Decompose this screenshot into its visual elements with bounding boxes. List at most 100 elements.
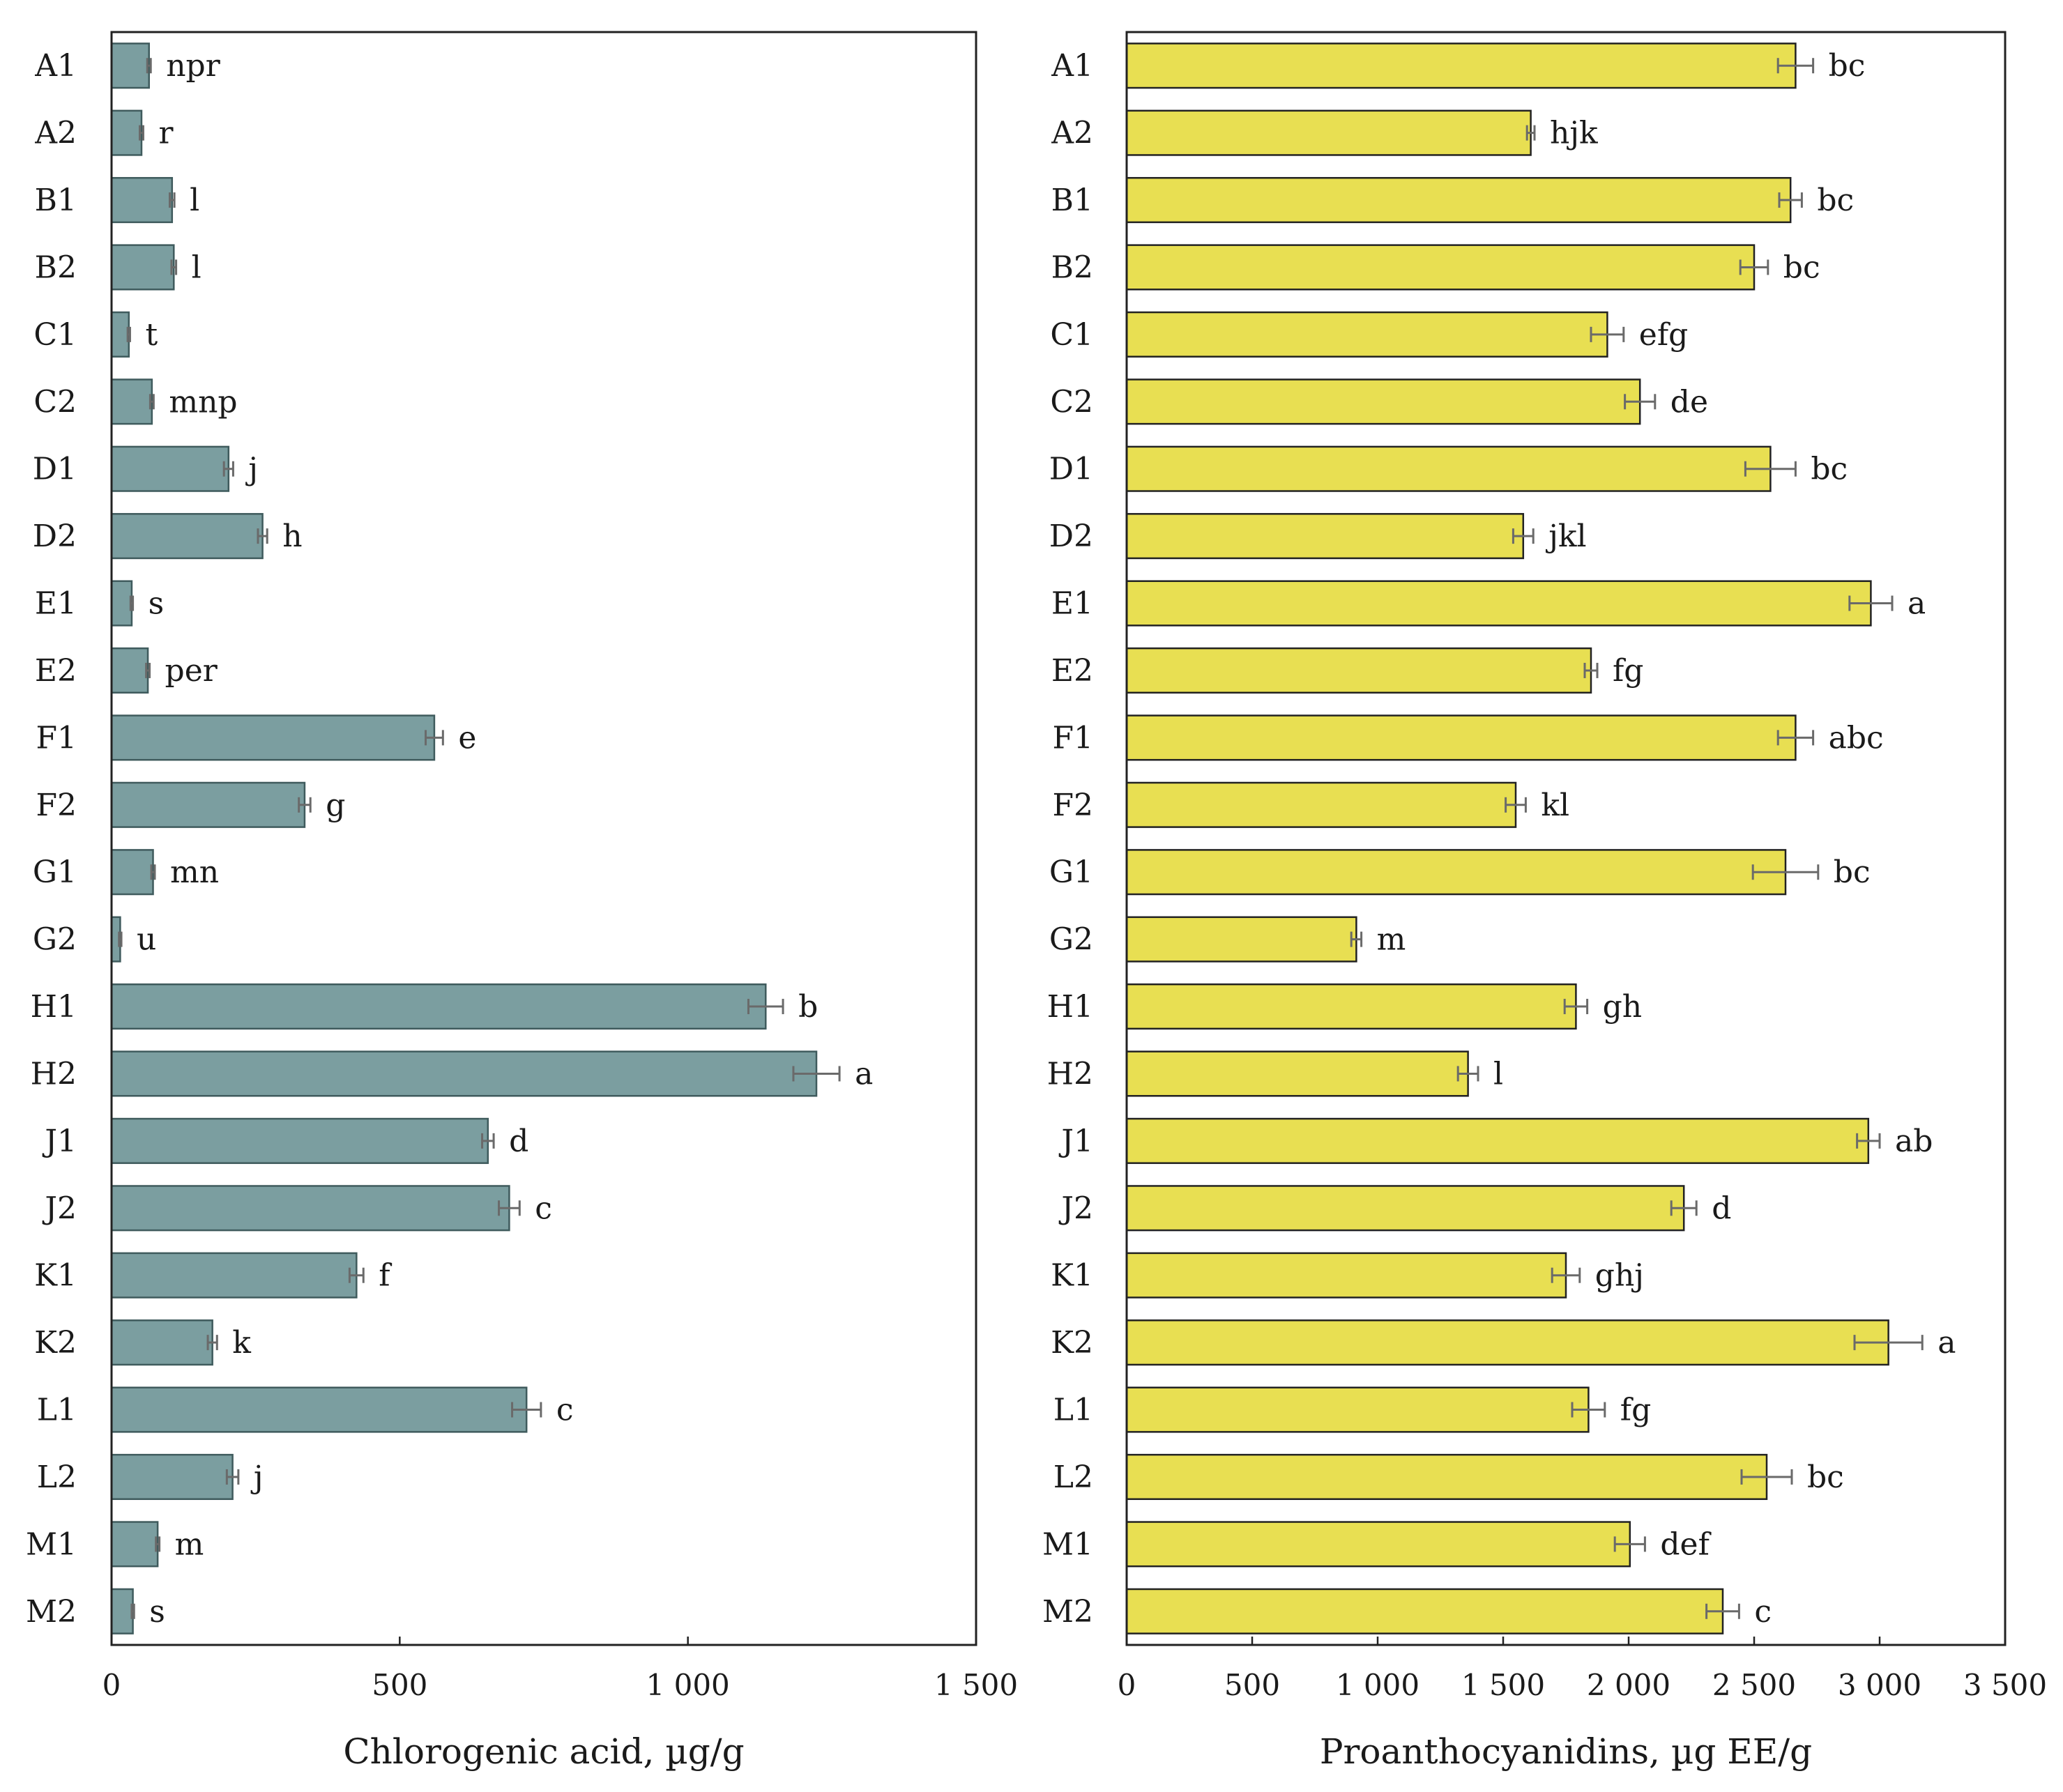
proanthocyanidins-significance-letter-J2: d (1712, 1190, 1731, 1226)
chlorogenic-errorbar-D2 (257, 528, 268, 544)
proanthocyanidins-significance-letter-L2: bc (1807, 1460, 1844, 1495)
proanthocyanidins-category-label-B2: B2 (1051, 250, 1093, 285)
proanthocyanidins-bar-M2 (1125, 1588, 1724, 1634)
chlorogenic-significance-letter-A2: r (158, 116, 174, 151)
chlorogenic-significance-letter-H1: b (798, 989, 818, 1025)
proanthocyanidins-significance-letter-M2: c (1754, 1594, 1772, 1630)
proanthocyanidins-bar-E1 (1125, 580, 1872, 627)
chlorogenic-bar-F1 (110, 714, 436, 761)
proanthocyanidins-x-tick-label: 500 (1224, 1668, 1280, 1702)
chlorogenic-bar-B1 (110, 176, 174, 224)
chlorogenic-category-label-C2: C2 (33, 384, 77, 420)
chlorogenic-significance-letter-E1: s (149, 586, 165, 622)
chlorogenic-category-label-G1: G1 (33, 855, 77, 890)
chlorogenic-errorbar-G2 (118, 931, 123, 947)
proanthocyanidins-bar-J2 (1125, 1185, 1685, 1232)
chlorogenic-significance-letter-F2: g (326, 788, 345, 823)
proanthocyanidins-errorbar-C1 (1590, 326, 1625, 342)
chlorogenic-errorbar-H1 (747, 999, 784, 1015)
chlorogenic-errorbar-K1 (348, 1267, 365, 1283)
proanthocyanidins-errorbar-J2 (1670, 1200, 1698, 1216)
chlorogenic-errorbar-M1 (155, 1536, 161, 1552)
proanthocyanidins-category-label-F1: F1 (1052, 720, 1093, 756)
chlorogenic-errorbar-D1 (222, 461, 234, 477)
proanthocyanidins-significance-letter-E1: a (1908, 586, 1926, 622)
chlorogenic-significance-letter-K2: k (232, 1325, 251, 1361)
proanthocyanidins-category-label-E1: E1 (1051, 586, 1093, 622)
proanthocyanidins-category-label-D2: D2 (1049, 519, 1093, 554)
proanthocyanidins-x-axis-title: Proanthocyanidins, µg EE/g (1320, 1731, 1812, 1772)
proanthocyanidins-bar-H1 (1125, 983, 1577, 1030)
proanthocyanidins-bar-C2 (1125, 378, 1641, 425)
chlorogenic-category-label-H2: H2 (31, 1056, 77, 1092)
proanthocyanidins-significance-letter-K1: ghj (1595, 1258, 1644, 1294)
proanthocyanidins-category-label-G2: G2 (1049, 922, 1093, 958)
proanthocyanidins-errorbar-G2 (1350, 931, 1363, 947)
proanthocyanidins-bar-D1 (1125, 445, 1772, 492)
chlorogenic-errorbar-G1 (150, 864, 156, 880)
chlorogenic-bar-F2 (110, 781, 306, 828)
proanthocyanidins-errorbar-M1 (1613, 1536, 1646, 1552)
chlorogenic-bar-K1 (110, 1252, 358, 1299)
panel-chlorogenic-acid: npr A1 r A2 l B1 l B2 t C1 mnp C2 j D1 h D2 s E1 per E2 e F1 g… (26, 31, 1018, 1772)
chlorogenic-significance-letter-D2: h (282, 519, 302, 554)
chlorogenic-significance-letter-B2: l (192, 250, 201, 285)
proanthocyanidins-category-label-M1: M1 (1042, 1526, 1093, 1562)
proanthocyanidins-category-label-E2: E2 (1051, 653, 1093, 689)
proanthocyanidins-bar-M1 (1125, 1521, 1631, 1568)
chlorogenic-errorbar-C1 (126, 326, 131, 342)
chlorogenic-significance-letter-B1: l (190, 183, 199, 218)
proanthocyanidins-significance-letter-A2: hjk (1550, 116, 1598, 151)
chlorogenic-category-label-H1: H1 (31, 989, 77, 1025)
chlorogenic-significance-letter-G1: mn (170, 855, 219, 890)
proanthocyanidins-bar-K1 (1125, 1252, 1567, 1299)
proanthocyanidins-errorbar-A1 (1776, 58, 1815, 74)
proanthocyanidins-significance-letter-H1: gh (1603, 989, 1643, 1025)
chlorogenic-errorbar-H2 (792, 1066, 841, 1082)
proanthocyanidins-category-label-L2: L2 (1053, 1460, 1093, 1495)
chlorogenic-category-label-G2: G2 (33, 922, 77, 958)
chlorogenic-significance-letter-C2: mnp (169, 384, 237, 420)
chlorogenic-category-label-D2: D2 (33, 519, 77, 554)
chlorogenic-bar-C2 (110, 378, 153, 425)
chlorogenic-bar-K2 (110, 1319, 213, 1366)
chlorogenic-errorbar-M2 (130, 1603, 135, 1619)
proanthocyanidins-category-label-B1: B1 (1051, 183, 1093, 218)
proanthocyanidins-significance-letter-M1: def (1660, 1526, 1711, 1562)
chlorogenic-errorbar-L2 (225, 1469, 240, 1485)
chlorogenic-significance-letter-M1: m (175, 1526, 204, 1562)
proanthocyanidins-significance-letter-F2: kl (1541, 788, 1569, 823)
proanthocyanidins-errorbar-M2 (1705, 1603, 1740, 1619)
chlorogenic-bar-A1 (110, 43, 150, 89)
proanthocyanidins-significance-letter-D2: jkl (1545, 519, 1586, 554)
proanthocyanidins-category-label-C2: C2 (1050, 384, 1093, 420)
chlorogenic-significance-letter-M2: s (149, 1594, 165, 1630)
chlorogenic-category-label-A2: A2 (34, 116, 77, 151)
chlorogenic-significance-letter-F1: e (458, 720, 476, 756)
proanthocyanidins-bar-G1 (1125, 849, 1787, 896)
proanthocyanidins-significance-letter-E2: fg (1613, 653, 1643, 689)
proanthocyanidins-plot-frame (1125, 31, 2007, 1646)
chlorogenic-category-label-J1: J1 (42, 1124, 77, 1159)
proanthocyanidins-bar-C1 (1125, 311, 1608, 358)
chlorogenic-significance-letter-H2: a (855, 1056, 873, 1092)
proanthocyanidins-significance-letter-B2: bc (1783, 250, 1820, 285)
proanthocyanidins-category-label-C1: C1 (1050, 317, 1093, 353)
proanthocyanidins-bar-E2 (1125, 647, 1592, 694)
chlorogenic-bar-D2 (110, 513, 264, 560)
proanthocyanidins-bar-L2 (1125, 1453, 1768, 1501)
chlorogenic-bar-G1 (110, 849, 154, 896)
chlorogenic-category-label-M2: M2 (26, 1594, 77, 1630)
proanthocyanidins-bar-B1 (1125, 176, 1792, 224)
proanthocyanidins-errorbar-J1 (1856, 1133, 1881, 1149)
chlorogenic-errorbar-A2 (139, 125, 144, 141)
proanthocyanidins-significance-letter-C2: de (1670, 384, 1708, 420)
proanthocyanidins-significance-letter-C1: efg (1639, 317, 1689, 353)
proanthocyanidins-bar-G2 (1125, 916, 1357, 963)
chlorogenic-significance-letter-J1: d (509, 1124, 528, 1159)
chlorogenic-x-tick-label: 500 (372, 1668, 427, 1702)
chlorogenic-bar-J2 (110, 1185, 510, 1232)
proanthocyanidins-category-label-A1: A1 (1051, 48, 1093, 84)
chlorogenic-errorbar-K2 (206, 1335, 218, 1351)
